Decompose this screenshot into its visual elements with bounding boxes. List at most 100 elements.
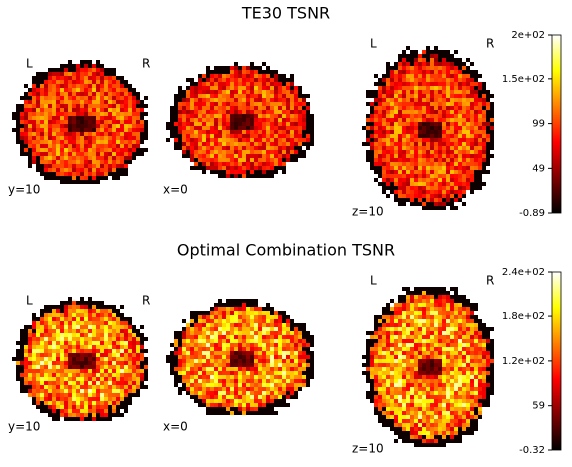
voxel — [486, 150, 490, 154]
voxel — [20, 108, 24, 112]
voxel — [466, 126, 470, 130]
voxel — [88, 96, 92, 100]
voxel — [434, 395, 438, 399]
voxel — [214, 158, 218, 162]
voxel — [382, 347, 386, 351]
voxel — [382, 154, 386, 158]
voxel — [306, 134, 310, 138]
voxel — [214, 339, 218, 343]
voxel — [206, 399, 210, 403]
voxel — [226, 130, 230, 134]
voxel — [474, 70, 478, 74]
voxel — [48, 385, 52, 389]
voxel — [390, 399, 394, 403]
voxel — [52, 349, 56, 353]
voxel — [422, 331, 426, 335]
voxel — [234, 106, 238, 110]
voxel — [446, 130, 450, 134]
voxel — [182, 339, 186, 343]
voxel — [76, 76, 80, 80]
voxel — [170, 130, 174, 134]
voxel — [226, 114, 230, 118]
voxel — [44, 100, 48, 104]
voxel — [116, 377, 120, 381]
voxel — [32, 333, 36, 337]
voxel — [282, 335, 286, 339]
voxel — [238, 391, 242, 395]
voxel — [274, 90, 278, 94]
voxel — [60, 385, 64, 389]
voxel — [250, 359, 254, 363]
voxel — [418, 98, 422, 102]
voxel — [422, 94, 426, 98]
voxel — [434, 411, 438, 415]
voxel — [202, 170, 206, 174]
voxel — [222, 94, 226, 98]
voxel — [68, 72, 72, 76]
voxel — [390, 122, 394, 126]
voxel — [136, 341, 140, 345]
voxel — [92, 385, 96, 389]
voxel — [60, 333, 64, 337]
voxel — [178, 142, 182, 146]
voxel — [76, 369, 80, 373]
voxel — [262, 94, 266, 98]
voxel — [430, 419, 434, 423]
voxel — [418, 146, 422, 150]
voxel — [72, 353, 76, 357]
voxel — [430, 287, 434, 291]
voxel — [466, 114, 470, 118]
voxel — [258, 70, 262, 74]
voxel — [282, 150, 286, 154]
voxel — [60, 124, 64, 128]
voxel — [426, 407, 430, 411]
voxel — [132, 373, 136, 377]
voxel — [282, 327, 286, 331]
voxel — [250, 319, 254, 323]
voxel — [210, 311, 214, 315]
voxel — [218, 363, 222, 367]
voxel — [454, 82, 458, 86]
voxel — [374, 395, 378, 399]
voxel — [402, 202, 406, 206]
voxel — [116, 325, 120, 329]
voxel — [234, 90, 238, 94]
voxel — [48, 409, 52, 413]
voxel — [386, 162, 390, 166]
voxel — [286, 122, 290, 126]
voxel — [36, 132, 40, 136]
voxel — [482, 82, 486, 86]
voxel — [254, 331, 258, 335]
voxel — [402, 419, 406, 423]
voxel — [382, 355, 386, 359]
voxel — [44, 409, 48, 413]
voxel — [410, 90, 414, 94]
voxel — [84, 112, 88, 116]
voxel — [52, 373, 56, 377]
voxel — [116, 116, 120, 120]
voxel — [430, 291, 434, 295]
voxel — [430, 435, 434, 439]
voxel — [124, 345, 128, 349]
voxel — [76, 124, 80, 128]
voxel — [116, 385, 120, 389]
voxel — [76, 345, 80, 349]
voxel — [246, 110, 250, 114]
voxel — [282, 383, 286, 387]
voxel — [44, 104, 48, 108]
voxel — [254, 174, 258, 178]
voxel — [286, 130, 290, 134]
voxel — [222, 331, 226, 335]
voxel — [242, 154, 246, 158]
voxel — [234, 371, 238, 375]
voxel — [434, 54, 438, 58]
voxel — [238, 335, 242, 339]
voxel — [24, 152, 28, 156]
voxel — [274, 146, 278, 150]
voxel — [246, 407, 250, 411]
voxel — [394, 307, 398, 311]
voxel — [290, 142, 294, 146]
voxel — [462, 106, 466, 110]
voxel — [238, 138, 242, 142]
voxel — [56, 176, 60, 180]
